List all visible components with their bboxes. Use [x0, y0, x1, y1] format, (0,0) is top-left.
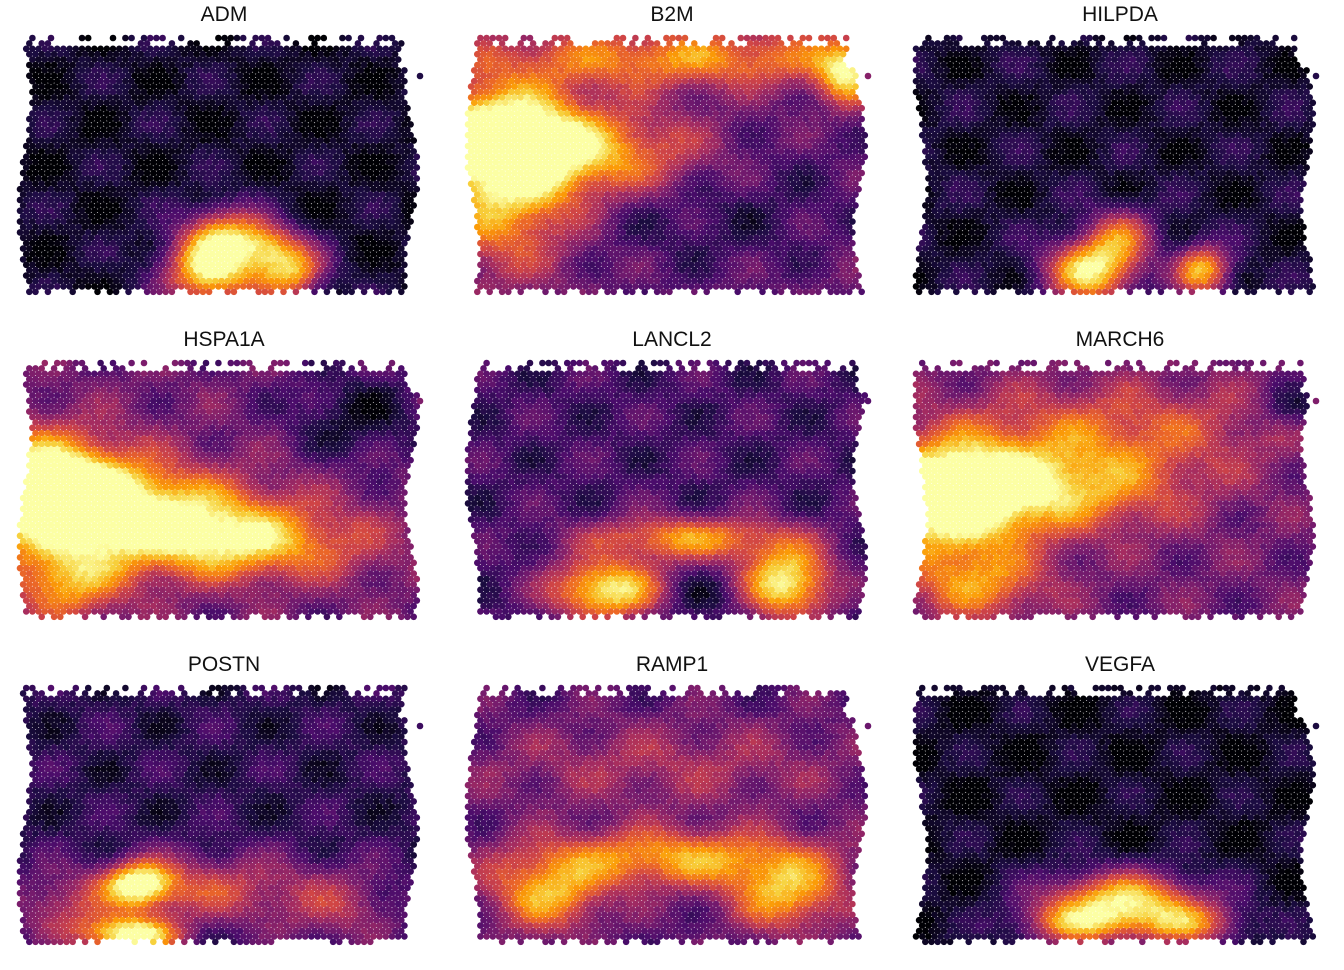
- spot: [215, 283, 222, 290]
- spot: [110, 35, 117, 42]
- spot: [246, 283, 253, 290]
- spot: [255, 289, 262, 296]
- spot: [85, 35, 92, 42]
- spot: [342, 289, 349, 296]
- spot: [293, 289, 300, 296]
- spot: [373, 289, 380, 296]
- spot: [345, 35, 352, 42]
- spot: [240, 283, 247, 290]
- spot: [321, 35, 328, 42]
- spot: [231, 289, 238, 296]
- spot: [262, 289, 269, 296]
- spot: [79, 35, 86, 42]
- heatmap-spots-adm: [0, 0, 448, 320]
- spot: [348, 289, 355, 296]
- spot-layer: [465, 35, 872, 295]
- spot: [379, 289, 386, 296]
- spot: [361, 289, 368, 296]
- spot: [26, 289, 33, 296]
- spot: [79, 283, 86, 290]
- spot: [311, 289, 318, 296]
- spot: [128, 35, 135, 42]
- spot: [215, 35, 222, 42]
- spot: [806, 35, 813, 42]
- spot: [383, 35, 390, 42]
- spot: [135, 283, 142, 290]
- spot: [144, 289, 151, 296]
- spot: [187, 289, 194, 296]
- spot: [398, 289, 405, 296]
- spot: [169, 289, 176, 296]
- spot: [206, 289, 213, 296]
- spot: [178, 35, 185, 42]
- spot: [200, 289, 207, 296]
- spot-layer: [17, 35, 424, 295]
- spot: [302, 283, 309, 290]
- spot: [843, 35, 850, 42]
- spot: [54, 283, 61, 290]
- spot: [324, 289, 331, 296]
- spot: [268, 289, 275, 296]
- spot: [113, 289, 120, 296]
- spot: [69, 289, 76, 296]
- spot: [178, 283, 185, 290]
- spot: [417, 73, 424, 80]
- spot: [336, 289, 343, 296]
- spot: [85, 283, 92, 290]
- spot: [162, 289, 169, 296]
- spot: [122, 35, 129, 42]
- spot: [94, 289, 101, 296]
- spot: [818, 35, 825, 42]
- spot: [45, 289, 52, 296]
- spot: [150, 289, 157, 296]
- spot: [240, 35, 247, 42]
- spot: [60, 283, 67, 290]
- spot: [125, 289, 132, 296]
- spot: [386, 289, 393, 296]
- spot: [283, 35, 290, 42]
- spot: [339, 35, 346, 42]
- panel-adm: ADM: [0, 0, 448, 320]
- spot: [159, 35, 166, 42]
- panel-b2m: B2M: [448, 0, 896, 320]
- spot: [153, 35, 160, 42]
- spot: [280, 289, 287, 296]
- spot: [234, 35, 241, 42]
- spot: [107, 289, 114, 296]
- spot: [738, 35, 745, 42]
- spot: [156, 289, 163, 296]
- heatmap-spots-b2m: [448, 0, 896, 320]
- spot: [224, 289, 231, 296]
- spot: [32, 289, 39, 296]
- spot: [193, 289, 200, 296]
